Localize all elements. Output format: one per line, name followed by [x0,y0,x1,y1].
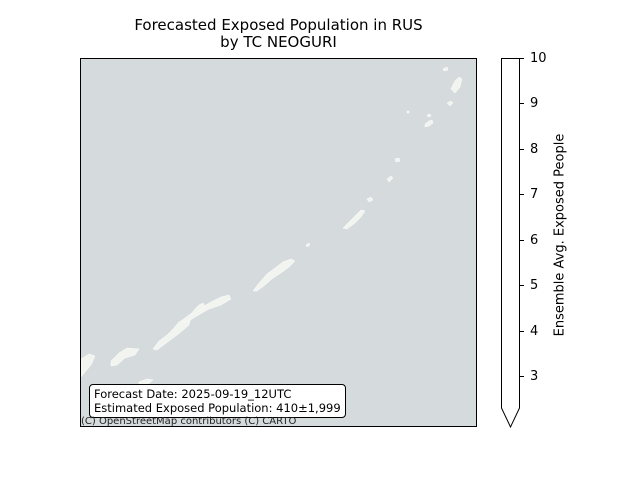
map-title: Forecasted Exposed Population in RUS by … [80,17,477,51]
colorbar-tick [520,148,524,150]
island-main-4 [252,258,296,292]
island-main-3 [190,302,206,316]
colorbar-label: Ensemble Avg. Exposed People [552,133,568,337]
colorbar-tick-label: 6 [530,232,539,248]
forecast-info-box: Forecast Date: 2025-09-19_12UTC Estimate… [89,384,346,418]
colorbar-tick-label: 9 [530,96,539,112]
island-southwest-2 [110,347,140,367]
island-northeast-4 [442,66,449,72]
island-main-2 [180,294,232,323]
title-line-1: Forecasted Exposed Population in RUS [134,16,423,34]
colorbar-tick [520,58,524,59]
island-northeast-6 [406,110,410,114]
colorbar-tick [520,239,524,241]
title-line-2: by TC NEOGURI [220,33,337,51]
forecast-date-text: Forecast Date: 2025-09-19_12UTC [94,387,292,401]
colorbar-tick [520,330,524,332]
island-southwest-1 [81,353,96,378]
island-small-1 [366,196,374,203]
colorbar-tick [520,194,524,196]
colorbar-tick-label: 8 [530,141,539,157]
island-small-2 [386,175,394,183]
island-small-3 [394,157,401,163]
island-small-4 [305,242,311,248]
colorbar-tick-label: 7 [530,187,539,203]
island-northeast-3 [450,76,463,94]
island-chain [81,66,463,386]
island-main-5 [342,209,366,230]
island-northeast-1 [424,119,434,128]
island-northeast-5 [426,113,432,118]
exposed-population-text: Estimated Exposed Population: 410±1,999 [94,401,341,415]
colorbar-tick-label: 5 [530,278,539,294]
colorbar-tick [520,285,524,287]
colorbar-tick-label: 3 [530,369,539,385]
colorbar: 3 4 5 6 7 8 9 10 [501,52,547,429]
colorbar-tick-label: 10 [530,51,547,66]
colorbar-body [501,58,520,429]
colorbar-tick-label: 4 [530,323,539,339]
map-panel[interactable]: Forecast Date: 2025-09-19_12UTC Estimate… [80,58,477,427]
map-attribution: (C) OpenStreetMap contributors (C) CARTO [81,416,297,427]
colorbar-tick [520,376,524,378]
island-northeast-2 [446,100,454,107]
colorbar-tick [520,103,524,105]
